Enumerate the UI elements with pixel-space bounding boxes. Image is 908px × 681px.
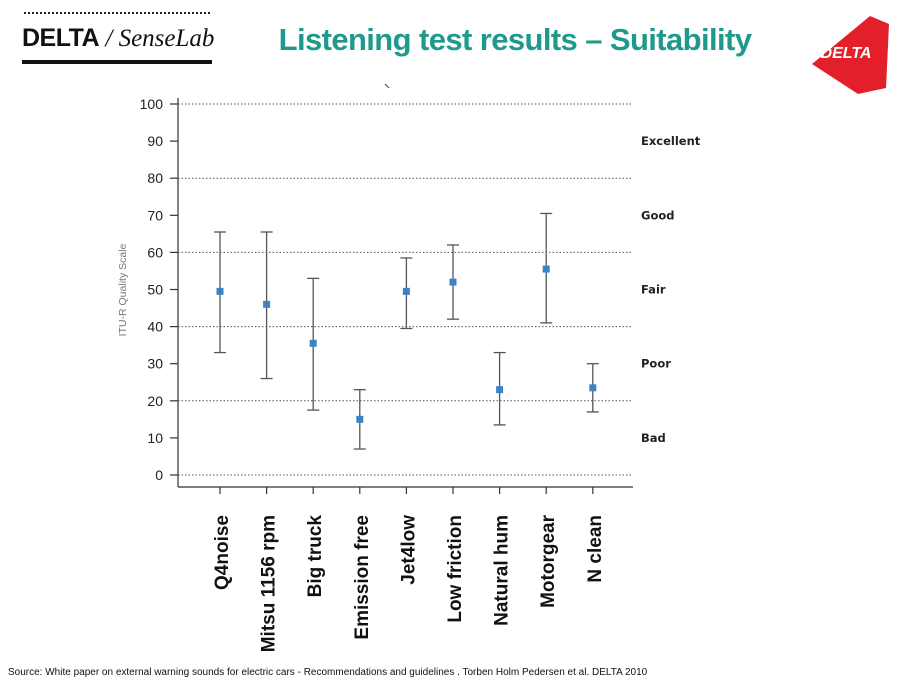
y-tick-label: 100 xyxy=(140,96,164,112)
mean-marker xyxy=(589,384,597,392)
mean-marker xyxy=(496,386,504,394)
logo-italic-text: / SenseLab xyxy=(99,25,215,52)
logo-text: DELTA / SenseLab xyxy=(22,24,214,53)
x-tick-label: Jet4low xyxy=(398,515,419,585)
x-tick-label: Emission free xyxy=(352,515,373,640)
mean-marker xyxy=(263,300,271,308)
x-tick-label: Big truck xyxy=(305,515,326,598)
x-tick-label: N clean xyxy=(585,515,606,583)
quality-label-poor: Poor xyxy=(641,357,671,371)
x-tick-label: Natural hum xyxy=(492,515,513,626)
x-tick-label: Low friction xyxy=(445,515,466,623)
logo-bold-text: DELTA xyxy=(22,24,100,52)
delta-logo: DELTA xyxy=(812,16,889,94)
y-tick-label: 0 xyxy=(155,467,163,483)
delta-logo-text: DELTA xyxy=(821,45,872,62)
mean-marker xyxy=(309,339,317,347)
y-tick-label: 40 xyxy=(147,319,163,335)
y-tick-label: 80 xyxy=(147,170,163,186)
logo-underline xyxy=(22,60,212,64)
y-tick-label: 50 xyxy=(147,282,163,298)
quality-label-bad: Bad xyxy=(641,431,666,445)
y-tick-label: 90 xyxy=(147,133,163,149)
quality-label-fair: Fair xyxy=(641,283,666,297)
y-axis-label: ITU-R Quality Scale xyxy=(117,243,129,336)
x-tick-label: Motorgear xyxy=(538,514,559,608)
top-tick-mark xyxy=(384,83,390,89)
source-citation: Source: White paper on external warning … xyxy=(8,667,648,678)
logo-dotted-line xyxy=(24,12,210,14)
y-tick-label: 10 xyxy=(147,430,163,446)
y-tick-label: 60 xyxy=(147,244,163,260)
quality-label-good: Good xyxy=(641,208,674,222)
x-tick-label: Q4noise xyxy=(212,515,233,590)
mean-marker xyxy=(216,287,224,295)
delta-logo-shape xyxy=(812,16,889,94)
page-title: Listening test results – Suitability xyxy=(278,22,752,57)
quality-label-excellent: Excellent xyxy=(641,134,701,148)
delta-senselab-logo: DELTA / SenseLab xyxy=(22,10,214,66)
y-tick-label: 20 xyxy=(147,393,163,409)
mean-marker xyxy=(356,415,364,423)
x-tick-label: Mitsu 1156 rpm xyxy=(259,515,280,652)
mean-marker xyxy=(542,265,550,273)
mean-marker xyxy=(449,278,457,286)
y-tick-label: 30 xyxy=(147,356,163,372)
mean-marker xyxy=(402,287,410,295)
y-tick-label: 70 xyxy=(147,207,163,223)
